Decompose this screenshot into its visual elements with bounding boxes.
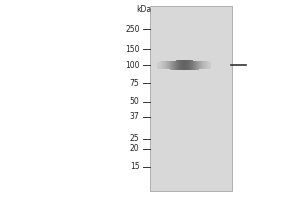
Text: 37: 37 xyxy=(130,112,140,121)
Text: 15: 15 xyxy=(130,162,140,171)
Bar xyxy=(150,6,232,191)
Text: 25: 25 xyxy=(130,134,140,143)
Text: 250: 250 xyxy=(125,25,140,34)
Text: kDa: kDa xyxy=(136,5,152,14)
Text: 100: 100 xyxy=(125,61,140,70)
Text: 50: 50 xyxy=(130,97,140,106)
Text: 150: 150 xyxy=(125,45,140,54)
Text: 20: 20 xyxy=(130,144,140,153)
Text: 75: 75 xyxy=(130,79,140,88)
